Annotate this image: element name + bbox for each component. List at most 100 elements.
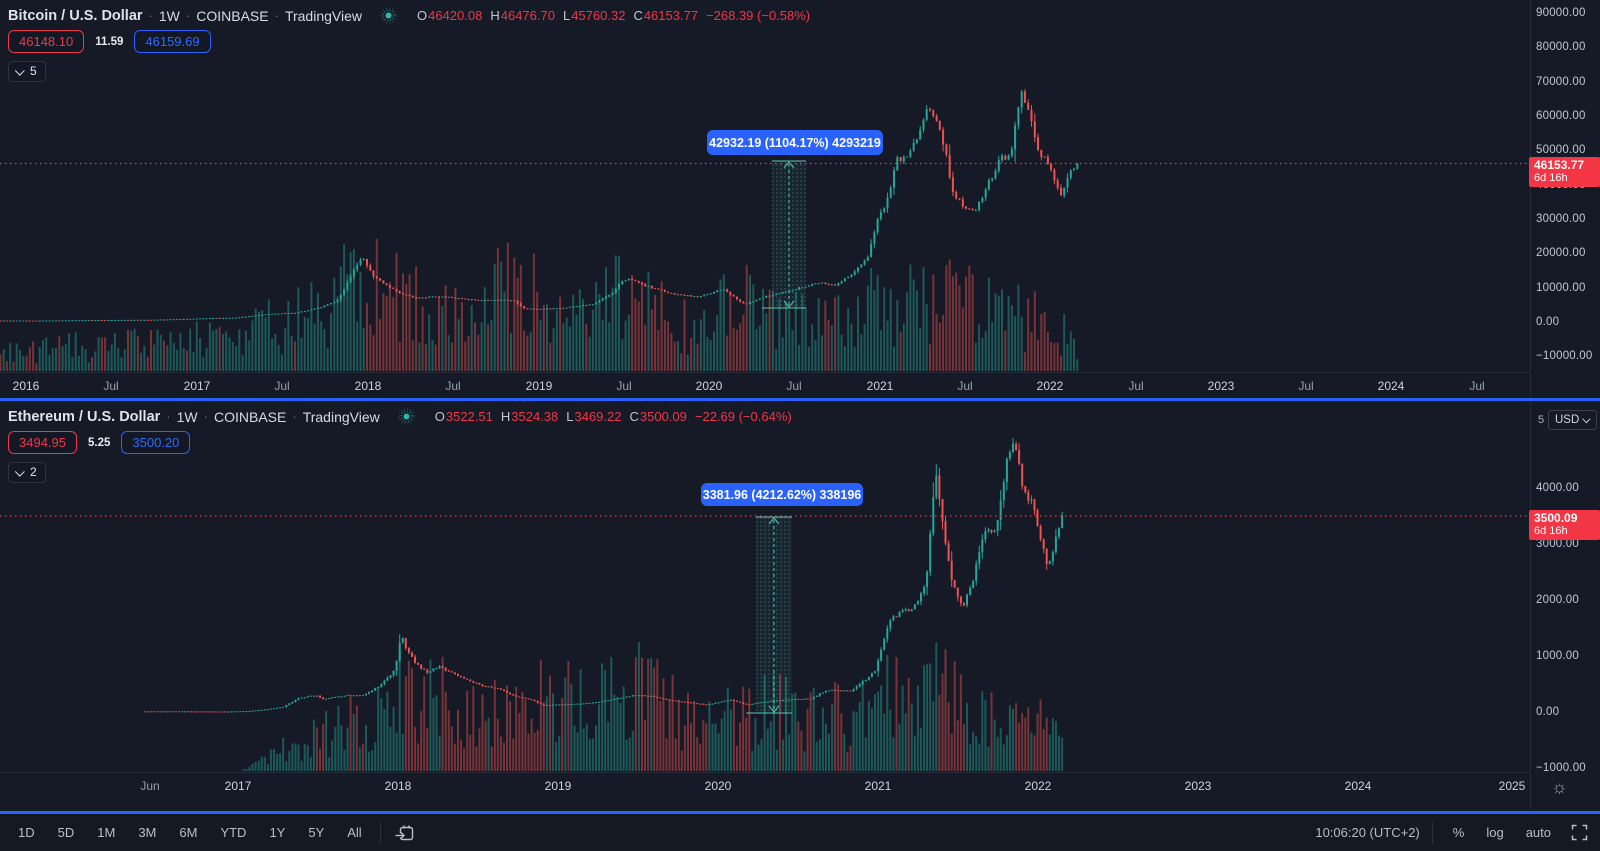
eth-price-axis[interactable]: 5 USD 3500.09 6d 16h ☼ 4000.00 3000.00 200… [1529, 401, 1600, 811]
symbol-name[interactable]: Bitcoin / U.S. Dollar [8, 7, 143, 24]
auto-scale-button[interactable]: auto [1525, 825, 1551, 840]
x-axis-tick: 2022 [1036, 379, 1064, 393]
x-axis-tick: 2016 [12, 379, 40, 393]
chevron-down-icon [14, 65, 25, 76]
object-count: 2 [30, 465, 37, 479]
symbol-name[interactable]: Ethereum / U.S. Dollar [8, 408, 161, 425]
range-3m-button[interactable]: 3M [132, 822, 162, 843]
btc-price-axis[interactable]: 46153.77 6d 16h 90000.00 80000.00 70000.00… [1529, 0, 1600, 398]
quote-row: 46148.10 11.59 46159.69 [8, 30, 211, 53]
x-axis-tick: 2025 [1498, 779, 1526, 793]
current-price-value: 3500.09 [1534, 510, 1578, 525]
ohlc-low: 45760.32 [571, 8, 626, 23]
buy-price-button[interactable]: 3500.20 [121, 431, 191, 454]
buy-price-button[interactable]: 46159.69 [134, 30, 211, 53]
separator-dot: · [203, 409, 208, 424]
y-axis-tick: −10000.00 [1536, 350, 1593, 362]
theme-sun-icon[interactable]: ☼ [1551, 777, 1568, 797]
btc-candlestick-chart[interactable] [0, 0, 1530, 372]
clock-timezone-button[interactable]: 10:06:20 (UTC+2) [1315, 825, 1420, 840]
y-axis-tick: 20000.00 [1536, 247, 1586, 259]
range-5y-button[interactable]: 5Y [302, 822, 330, 843]
x-axis-tick: Jul [1128, 379, 1144, 393]
chart-overlays [0, 160, 1530, 309]
goto-date-icon[interactable] [393, 821, 417, 845]
x-axis-tick: 2024 [1377, 379, 1405, 393]
sell-price-button[interactable]: 3494.95 [8, 431, 77, 454]
y-axis-tick: 3000.00 [1536, 538, 1579, 550]
x-axis-tick: 2021 [864, 779, 892, 793]
chart-pane-bitcoin: 42932.19 (1104.17%) 4293219 Bitcoin / U.… [0, 0, 1600, 398]
pane-separator[interactable] [0, 398, 1600, 401]
chevron-down-icon [14, 466, 25, 477]
y-axis-tick: 4000.00 [1536, 482, 1579, 494]
chart-pane-ethereum: 3381.96 (4212.62%) 338196 Ethereum / U.S… [0, 401, 1600, 811]
range-1d-button[interactable]: 1D [12, 822, 41, 843]
fullscreen-icon[interactable] [1571, 824, 1588, 841]
separator-dot: · [185, 8, 191, 23]
ohlc-change: −268.39 (−0.58%) [706, 8, 811, 23]
quote-row: 3494.95 5.25 3500.20 [8, 431, 191, 454]
ohlc-key-high: H [490, 8, 500, 23]
ohlc-key-open: O [434, 409, 445, 424]
ohlc-open: 3522.51 [445, 409, 493, 424]
x-axis-tick: 2024 [1344, 779, 1372, 793]
x-axis-tick: 2018 [384, 779, 412, 793]
object-tree-collapse-button[interactable]: 2 [8, 462, 46, 483]
ohlc-close: 3500.09 [639, 409, 687, 424]
x-axis-tick: 2021 [866, 379, 894, 393]
range-ytd-button[interactable]: YTD [214, 822, 252, 843]
x-axis-tick: 2018 [354, 379, 382, 393]
currency-unit-dropdown[interactable]: USD [1548, 410, 1597, 430]
ohlc-readout: O 3522.51 H 3524.38 L 3469.22 C 3500.09 −22.… [435, 409, 792, 424]
object-tree-collapse-button[interactable]: 5 [8, 61, 46, 82]
range-6m-button[interactable]: 6M [173, 822, 203, 843]
live-pulse-icon [398, 408, 415, 425]
y-axis-tick: 0.00 [1536, 706, 1560, 718]
y-axis-tick: 2000.00 [1536, 594, 1579, 606]
y-axis-tick: 90000.00 [1536, 7, 1586, 19]
ohlc-high: 3524.38 [511, 409, 559, 424]
range-all-button[interactable]: All [341, 822, 367, 843]
measure-tooltip-text: 3381.96 (4212.62%) 338196 [702, 487, 862, 502]
y-axis-tick: −1000.00 [1536, 762, 1586, 774]
x-axis-tick: 2020 [704, 779, 732, 793]
range-1y-button[interactable]: 1Y [263, 822, 291, 843]
ohlc-key-close: C [629, 409, 639, 424]
brand-label: TradingView [302, 408, 380, 425]
y-axis-tick: 30000.00 [1536, 213, 1586, 225]
range-1m-button[interactable]: 1M [91, 822, 121, 843]
x-axis-tick: 2022 [1024, 779, 1052, 793]
current-price-label: 3500.09 6d 16h [1529, 509, 1600, 540]
separator-dot: · [292, 409, 297, 424]
range-5d-button[interactable]: 5D [52, 822, 81, 843]
y-axis-tick: 80000.00 [1536, 41, 1586, 53]
y-axis-tick: 50000.00 [1536, 144, 1586, 156]
bottom-toolbar: 1D 5D 1M 3M 6M YTD 1Y 5Y All 10:06:20 (UTC+2) % … [0, 814, 1600, 851]
pane-separator[interactable] [0, 811, 1600, 814]
candle-series [144, 438, 1064, 713]
ohlc-close: 46153.77 [643, 8, 699, 23]
chevron-down-icon [1582, 415, 1591, 424]
x-axis-tick: Jun [140, 779, 160, 793]
ohlc-low: 3469.22 [574, 409, 622, 424]
interval-label[interactable]: 1W [176, 408, 198, 425]
interval-label[interactable]: 1W [158, 7, 180, 24]
sell-price-button[interactable]: 46148.10 [8, 30, 85, 53]
separator-dot: · [166, 409, 171, 424]
log-scale-button[interactable]: log [1486, 825, 1504, 840]
btc-time-axis[interactable]: 2016 Jul 2017 Jul 2018 Jul 2019 Jul 2020 Jul 2021 J… [0, 372, 1530, 398]
measure-tooltip: 3381.96 (4212.62%) 338196 [701, 483, 863, 506]
x-axis-tick: 2017 [183, 379, 211, 393]
percent-scale-button[interactable]: % [1452, 825, 1465, 840]
x-axis-tick: Jul [103, 379, 119, 393]
y-axis-tick: 1000.00 [1536, 650, 1579, 662]
spread-value: 11.59 [95, 35, 124, 48]
eth-candlestick-chart[interactable] [0, 401, 1530, 772]
ohlc-key-open: O [416, 8, 428, 23]
exchange-label: COINBASE [213, 408, 287, 425]
current-price-label: 46153.77 6d 16h [1529, 157, 1600, 188]
x-axis-tick: 2019 [544, 779, 572, 793]
eth-time-axis[interactable]: Jun 2017 2018 2019 2020 2021 2022 2023 2024 2025 [0, 772, 1530, 811]
